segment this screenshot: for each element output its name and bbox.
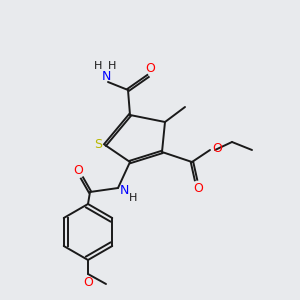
Text: O: O [73,164,83,176]
Text: O: O [145,61,155,74]
Text: H: H [108,61,116,71]
Text: H: H [129,193,137,203]
Text: O: O [83,275,93,289]
Text: N: N [101,70,111,83]
Text: O: O [193,182,203,194]
Text: O: O [212,142,222,154]
Text: S: S [94,139,102,152]
Text: N: N [119,184,129,196]
Text: H: H [94,61,102,71]
